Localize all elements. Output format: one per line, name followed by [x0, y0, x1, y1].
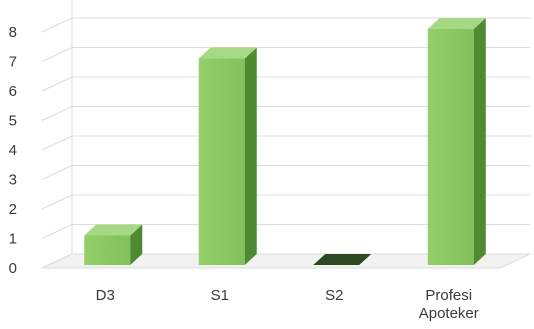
bar-side-1	[244, 47, 257, 265]
bar-side-3	[473, 18, 486, 265]
gridline-side-7	[41, 47, 73, 62]
bar-top-2	[313, 254, 372, 265]
gridline-side-1	[41, 224, 73, 239]
bar-front-1	[198, 58, 245, 265]
bars	[84, 18, 486, 265]
y-axis-ticks: 0 1 2 3 4 5 6 7 8	[9, 24, 17, 277]
gridline-side-2	[41, 194, 73, 210]
x-tick-label-2: S2	[325, 287, 343, 304]
bar-3	[427, 18, 486, 265]
bar-1	[198, 47, 257, 265]
y-tick-label-0: 0	[9, 260, 17, 277]
gridline-side-5	[41, 106, 73, 121]
bar-top-0	[84, 224, 143, 236]
x-tick-label-0: D3	[96, 287, 115, 304]
gridline-side-3	[41, 165, 73, 180]
bar-top-1	[198, 47, 257, 59]
gridline-side-6	[41, 76, 73, 92]
bar-front-0	[84, 235, 131, 265]
gridline-side-8	[41, 17, 73, 33]
bar-front-3	[427, 29, 474, 265]
x-tick-label-3: Profesi Apoteker	[419, 287, 479, 322]
gridline-side-4	[41, 135, 73, 151]
y-tick-label-5: 5	[9, 113, 17, 130]
y-tick-label-8: 8	[9, 24, 17, 41]
bar-0	[84, 224, 143, 265]
y-tick-label-3: 3	[9, 172, 17, 189]
y-tick-label-2: 2	[9, 201, 17, 218]
x-tick-label-1: S1	[211, 287, 229, 304]
y-tick-label-4: 4	[9, 142, 17, 159]
gridline-side-0	[41, 253, 73, 269]
bar-side-0	[130, 224, 143, 265]
bar-top-3	[427, 18, 486, 29]
bar-2	[313, 254, 372, 265]
y-tick-label-1: 1	[9, 231, 17, 248]
y-tick-label-6: 6	[9, 83, 17, 100]
y-tick-label-7: 7	[9, 54, 17, 71]
x-axis-labels: D3 S1 S2 Profesi Apoteker	[96, 287, 479, 322]
